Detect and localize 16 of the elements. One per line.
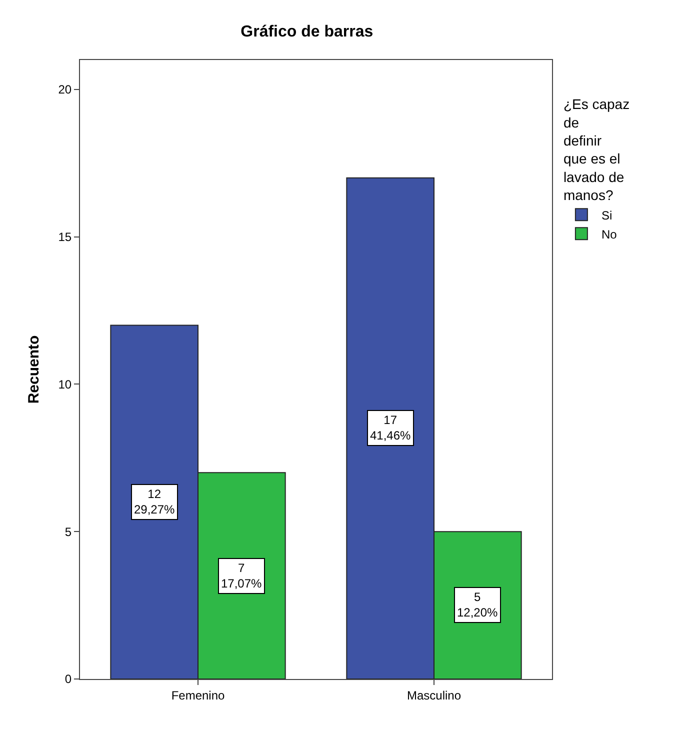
data-label: 17 41,46%: [370, 413, 412, 443]
chart-title: Gráfico de barras: [240, 24, 374, 41]
legend-label: No: [601, 227, 618, 242]
data-label: 7 17,07%: [221, 561, 262, 591]
legend-title: ¿Es capaz de definir que es el lavado de manos?: [563, 96, 630, 204]
y-tick-label: 15: [58, 230, 72, 244]
y-axis-title: Recuento: [25, 335, 42, 404]
y-tick-label: 10: [58, 377, 72, 392]
x-tick-label: Masculino: [406, 688, 462, 702]
legend-label: Si: [601, 208, 612, 222]
data-label: 5 12,20%: [457, 590, 498, 620]
data-label: 12 29,27%: [134, 487, 176, 517]
y-tick-label: 20: [58, 82, 72, 97]
x-tick-label: Femenino: [171, 688, 225, 702]
y-tick-label: 0: [64, 672, 72, 686]
y-tick-label: 5: [64, 524, 72, 539]
